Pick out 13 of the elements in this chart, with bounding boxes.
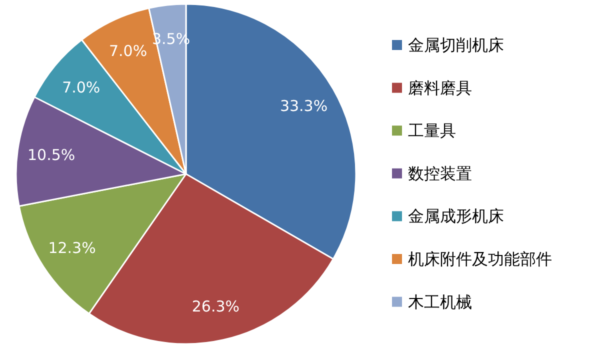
data-label: 33.3%	[280, 97, 328, 115]
legend-label: 数控装置	[408, 164, 472, 183]
legend-label: 工量具	[408, 121, 456, 140]
legend-label: 木工机械	[408, 292, 472, 312]
data-label: 7.0%	[62, 78, 100, 96]
legend-label: 机床附件及功能部件	[408, 250, 552, 268]
data-label: 26.3%	[192, 298, 240, 316]
legend-label: 金属成形机床	[408, 206, 504, 226]
data-label: 7.0%	[108, 42, 148, 60]
legend-label: 磨料磨具	[408, 78, 472, 98]
data-label: 12.3%	[48, 239, 96, 258]
data-label: 10.5%	[28, 146, 76, 164]
legend-label: 金属切削机床	[408, 36, 504, 54]
